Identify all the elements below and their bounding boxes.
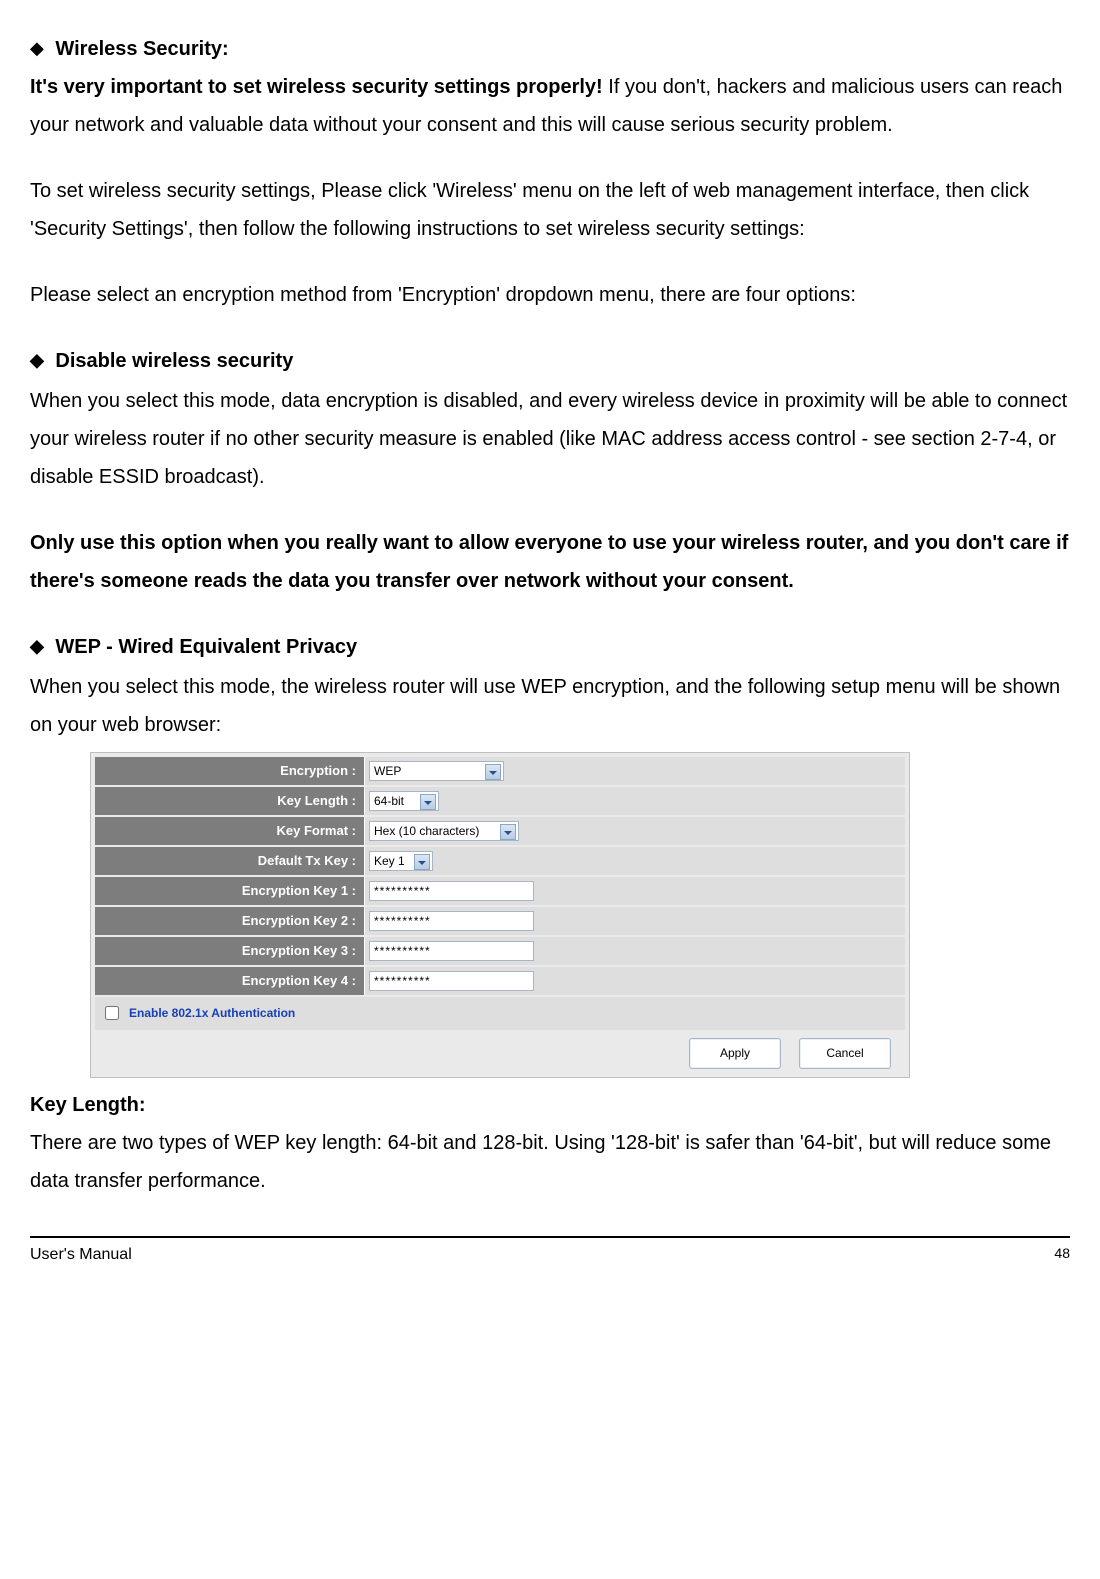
select-keylength[interactable]: 64-bit (369, 791, 439, 811)
diamond-icon: ◆ (30, 343, 44, 377)
select-keyformat[interactable]: Hex (10 characters) (369, 821, 519, 841)
label-key2: Encryption Key 2 : (95, 907, 365, 935)
wep-settings-panel: Encryption : WEP Key Length : 64-bit Key… (90, 752, 910, 1078)
label-keyformat: Key Format : (95, 817, 365, 845)
label-defaulttx: Default Tx Key : (95, 847, 365, 875)
label-key3: Encryption Key 3 : (95, 937, 365, 965)
heading-disable-text: Disable wireless security (55, 350, 293, 372)
select-encryption[interactable]: WEP (369, 761, 504, 781)
cell-key3: ********** (365, 937, 905, 965)
row-key4: Encryption Key 4 : ********** (95, 967, 905, 995)
row-auth: Enable 802.1x Authentication (95, 997, 905, 1030)
row-key3: Encryption Key 3 : ********** (95, 937, 905, 965)
label-8021x: Enable 802.1x Authentication (129, 1002, 295, 1025)
row-keyformat: Key Format : Hex (10 characters) (95, 817, 905, 845)
row-key1: Encryption Key 1 : ********** (95, 877, 905, 905)
footer-left: User's Manual (30, 1240, 132, 1270)
cell-key1: ********** (365, 877, 905, 905)
cell-keyformat: Hex (10 characters) (365, 817, 905, 845)
para-wep-desc: When you select this mode, the wireless … (30, 668, 1070, 744)
select-defaulttx[interactable]: Key 1 (369, 851, 433, 871)
cancel-button[interactable]: Cancel (799, 1038, 891, 1069)
row-key2: Encryption Key 2 : ********** (95, 907, 905, 935)
cell-keylength: 64-bit (365, 787, 905, 815)
input-key4[interactable]: ********** (369, 971, 534, 991)
label-key4: Encryption Key 4 : (95, 967, 365, 995)
row-encryption: Encryption : WEP (95, 757, 905, 785)
cell-encryption: WEP (365, 757, 905, 785)
footer-page: 48 (1054, 1240, 1070, 1270)
para-keylength-desc: There are two types of WEP key length: 6… (30, 1124, 1070, 1200)
input-key2[interactable]: ********** (369, 911, 534, 931)
apply-button[interactable]: Apply (689, 1038, 781, 1069)
cell-key2: ********** (365, 907, 905, 935)
para-disable-desc: When you select this mode, data encrypti… (30, 382, 1070, 496)
para-disable-warning: Only use this option when you really wan… (30, 524, 1070, 600)
heading-wep: ◆ WEP - Wired Equivalent Privacy (30, 628, 1070, 666)
label-keylength: Key Length : (95, 787, 365, 815)
diamond-icon: ◆ (30, 629, 44, 663)
label-encryption: Encryption : (95, 757, 365, 785)
row-buttons: Apply Cancel (95, 1030, 905, 1071)
label-key1: Encryption Key 1 : (95, 877, 365, 905)
heading-disable: ◆ Disable wireless security (30, 342, 1070, 380)
row-keylength: Key Length : 64-bit (95, 787, 905, 815)
para-options: Please select an encryption method from … (30, 276, 1070, 314)
heading-keylength: Key Length: (30, 1086, 1070, 1124)
section-wireless-security: ◆ Wireless Security: (30, 30, 1070, 68)
input-key3[interactable]: ********** (369, 941, 534, 961)
para-intro: It's very important to set wireless secu… (30, 68, 1070, 144)
row-defaulttx: Default Tx Key : Key 1 (95, 847, 905, 875)
cell-key4: ********** (365, 967, 905, 995)
intro-bold: It's very important to set wireless secu… (30, 76, 603, 98)
heading-wireless-security: Wireless Security: (55, 38, 228, 60)
footer: User's Manual 48 (30, 1236, 1070, 1270)
cell-defaulttx: Key 1 (365, 847, 905, 875)
input-key1[interactable]: ********** (369, 881, 534, 901)
heading-wep-text: WEP - Wired Equivalent Privacy (55, 636, 357, 658)
checkbox-8021x[interactable] (105, 1006, 119, 1020)
diamond-icon: ◆ (30, 31, 44, 65)
para-instructions: To set wireless security settings, Pleas… (30, 172, 1070, 248)
